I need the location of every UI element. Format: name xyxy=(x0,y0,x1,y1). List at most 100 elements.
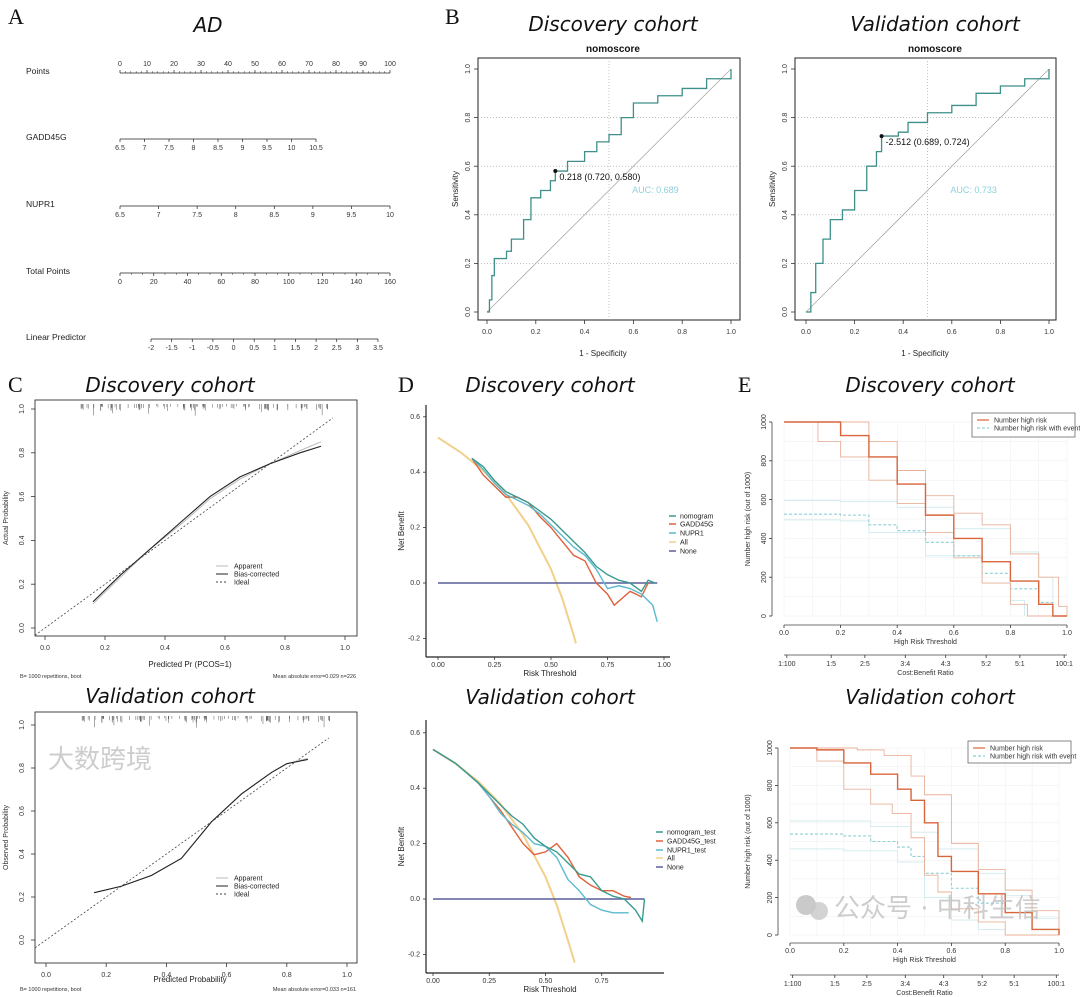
calibration-apparent-line xyxy=(94,757,308,894)
calibration-y-label: Observed Probability xyxy=(3,805,10,870)
roc-cutoff-point xyxy=(879,134,884,139)
roc-diagonal xyxy=(486,68,732,313)
dca-legend-label: NUPR1 xyxy=(680,531,704,538)
calibration-y-tick-label: 1.0 xyxy=(19,720,26,730)
nomogram-tick-label: 6.5 xyxy=(115,145,125,152)
calibration-y-tick-label: 0.0 xyxy=(19,623,26,633)
clinical-impact-x-tick-label: 0.4 xyxy=(892,630,902,637)
nomogram-tick-label: 7.5 xyxy=(164,145,174,152)
roc-y-tick-label: 1.0 xyxy=(465,64,472,74)
clinical-impact-curve-number-high-risk xyxy=(790,747,1060,935)
roc-y-tick-label: 1.0 xyxy=(782,64,789,74)
nomogram-tick-label: 7 xyxy=(157,212,161,219)
dca-y-tick-label: -0.2 xyxy=(408,951,420,958)
calibration-y-tick-label: 0.8 xyxy=(19,763,26,773)
roc-x-tick-label: 0.4 xyxy=(580,329,590,336)
nomogram-tick-label: 140 xyxy=(350,279,362,286)
roc-y-tick-label: 0.2 xyxy=(782,258,789,268)
roc-y-tick-label: 0.0 xyxy=(782,307,789,317)
nomogram-tick-label: 0 xyxy=(118,61,122,68)
calibration-x-tick-label: 0.6 xyxy=(220,645,230,652)
cost-benefit-tick-label: 3:4 xyxy=(900,661,910,668)
clinical-impact-x-tick-label: 1.0 xyxy=(1054,948,1064,955)
calibration-legend-label: Apparent xyxy=(234,876,262,883)
dca-legend-label: None xyxy=(680,549,697,556)
panel-label-b: B xyxy=(445,4,460,29)
dca-x-tick-label: 0.75 xyxy=(601,662,615,669)
clinical-impact-legend-label: Number high risk xyxy=(990,746,1043,753)
dca-legend-label: All xyxy=(667,856,675,863)
nomogram-tick-label: 6.5 xyxy=(115,212,125,219)
nomogram-tick-label: 50 xyxy=(251,61,259,68)
calibration-x-tick-label: 1.0 xyxy=(342,972,352,979)
cost-benefit-tick-label: 1:100 xyxy=(778,661,796,668)
dca-curve-gadd45g-test xyxy=(432,748,632,899)
dca-x-tick-label: 1.00 xyxy=(657,662,671,669)
roc-plot-frame xyxy=(794,57,1057,321)
nomogram-tick-label: 10 xyxy=(288,145,296,152)
clinical-impact-y-tick-label: 400 xyxy=(767,854,774,866)
roc-y-label: Sensitivity xyxy=(768,171,777,207)
dca-x-label: Risk Threshold xyxy=(523,669,576,678)
nomogram-tick-label: 70 xyxy=(305,61,313,68)
calibration-title: Discovery cohort xyxy=(85,373,256,397)
roc-subtitle: nomoscore xyxy=(586,44,640,55)
clinical-impact-x-tick-label: 0.0 xyxy=(785,948,795,955)
nomogram-tick-label: 1 xyxy=(273,345,277,352)
calibration-apparent-line xyxy=(92,441,322,605)
nomogram-row-label: Total Points xyxy=(26,266,70,276)
clinical-impact-y-tick-label: 200 xyxy=(761,571,768,583)
nomogram-tick-label: 40 xyxy=(184,279,192,286)
cost-benefit-tick-label: 3:4 xyxy=(900,981,910,988)
clinical-impact-x-tick-label: 0.8 xyxy=(1000,948,1010,955)
clinical-impact-y-tick-label: 800 xyxy=(761,455,768,467)
nomogram-tick-label: 8 xyxy=(192,145,196,152)
calibration-x-tick-label: 0.2 xyxy=(101,972,111,979)
dca-x-tick-label: 0.50 xyxy=(544,662,558,669)
clinical-impact-curve-number-high-risk-with-event-upper xyxy=(784,500,1054,601)
cost-benefit-tick-label: 5:2 xyxy=(981,661,991,668)
roc-x-tick-label: 0.8 xyxy=(677,329,687,336)
clinical-impact-x-tick-label: 0.6 xyxy=(949,630,959,637)
dca-x-tick-label: 0.50 xyxy=(539,978,553,985)
cost-benefit-tick-label: 1:5 xyxy=(826,661,836,668)
cost-benefit-tick-label: 5:1 xyxy=(1009,981,1019,988)
clinical-impact-curve-number-high-risk-upper xyxy=(784,421,1068,616)
dca-legend-label: GADD45G_test xyxy=(667,839,716,846)
clinical-impact-y-label: Number high risk (out of 1000) xyxy=(745,794,752,889)
calibration-ideal-line xyxy=(34,417,333,636)
cost-benefit-tick-label: 5:2 xyxy=(977,981,987,988)
dca-curve-nomogram-test xyxy=(432,748,646,924)
calibration-bias-corrected-line xyxy=(92,445,322,603)
nomogram-tick-label: 8 xyxy=(234,212,238,219)
calibration-x-tick-label: 0.0 xyxy=(40,645,50,652)
calibration-title: Validation cohort xyxy=(85,684,256,708)
roc-x-label: 1 - Specificity xyxy=(579,349,627,358)
nomogram-tick-label: 3.5 xyxy=(373,345,383,352)
nomogram-tick-label: -1.5 xyxy=(166,345,178,352)
clinical-impact-legend-label: Number high risk with event xyxy=(990,754,1076,761)
dca-curve-nupr1-test xyxy=(432,748,629,914)
calibration-y-tick-label: 0.6 xyxy=(19,806,26,816)
clinical-impact-x-label: High Risk Threshold xyxy=(894,639,957,646)
calibration-x-tick-label: 0.8 xyxy=(282,972,292,979)
clinical-impact-x-tick-label: 0.8 xyxy=(1006,630,1016,637)
roc-y-tick-label: 0.8 xyxy=(782,113,789,123)
calibration-legend-label: Bias-corrected xyxy=(234,884,279,891)
nomogram-row-label: GADD45G xyxy=(26,132,67,142)
nomogram-tick-label: -2 xyxy=(148,345,154,352)
roc-y-tick-label: 0.6 xyxy=(465,161,472,171)
roc-x-label: 1 - Specificity xyxy=(901,349,949,358)
dca-y-label: Net Benefit xyxy=(397,826,406,866)
clinical-impact-curve-number-high-risk-with-event-lower xyxy=(790,848,1006,935)
nomogram-title: AD xyxy=(191,13,222,37)
nomogram-tick-label: 0.5 xyxy=(249,345,259,352)
roc-auc-label: AUC: 0.689 xyxy=(632,185,679,195)
clinical-impact-title: Validation cohort xyxy=(845,685,1016,709)
nomogram-tick-label: 7.5 xyxy=(192,212,202,219)
calibration-y-tick-label: 0.4 xyxy=(19,849,26,859)
dca-x-tick-label: 0.00 xyxy=(431,662,445,669)
nomogram-tick-label: 0 xyxy=(118,279,122,286)
calibration-legend-label: Apparent xyxy=(234,564,262,571)
wechat-icon xyxy=(810,902,828,920)
